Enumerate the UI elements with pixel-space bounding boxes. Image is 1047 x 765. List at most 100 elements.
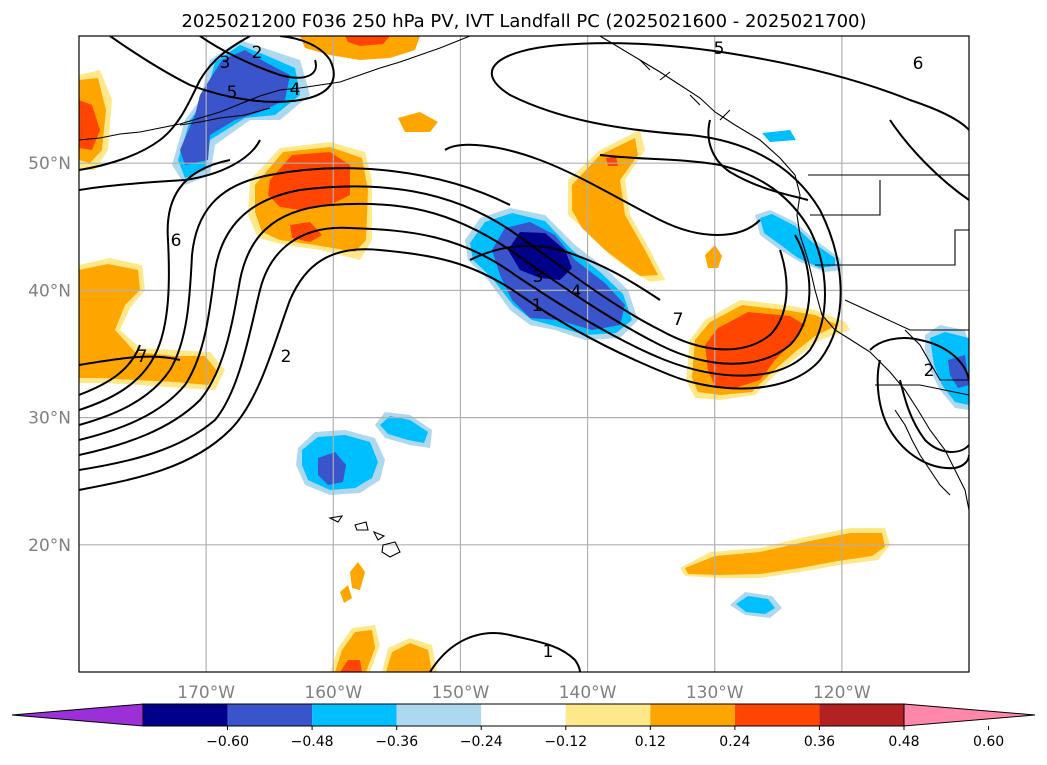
contour-17 xyxy=(889,119,969,201)
contour-5 xyxy=(79,167,511,426)
colorbar-tick-label: 0.48 xyxy=(888,734,919,750)
shade-orange-w-core xyxy=(79,264,218,385)
contour-label: 4 xyxy=(571,282,582,302)
colorbar-swatch xyxy=(396,704,482,726)
colorbar-swatch xyxy=(481,704,566,726)
contour-label: 4 xyxy=(290,80,301,100)
contour-16 xyxy=(899,379,969,453)
contour-label: 1 xyxy=(543,642,554,662)
colorbar-swatch xyxy=(312,704,397,726)
contour-label: 7 xyxy=(673,310,684,330)
shade-blue-bc2 xyxy=(762,130,796,142)
shade-red-bottom1 xyxy=(340,660,362,672)
border-states-4 xyxy=(904,329,969,381)
colorbar-tick-label: 0.12 xyxy=(635,734,666,750)
contour-19 xyxy=(444,143,761,236)
lon-tick-label: 120°W xyxy=(813,683,871,703)
colorbar-extend-max xyxy=(903,703,1036,727)
map-frame xyxy=(78,35,970,673)
contour-12 xyxy=(199,36,317,79)
shade-orange-h1 xyxy=(350,562,365,590)
contour-6 xyxy=(79,159,231,411)
lon-tick-label: 150°W xyxy=(432,683,490,703)
lat-tick-label: 50°N xyxy=(28,154,71,174)
contour-10 xyxy=(79,36,251,171)
coast-alaska xyxy=(79,36,471,141)
gridlines xyxy=(79,36,969,672)
border-states-3 xyxy=(844,299,969,331)
latitude-labels: 20°N 30°N 40°N 50°N xyxy=(28,154,71,556)
colorbar-tick-label: −0.24 xyxy=(460,734,503,750)
longitude-labels: 170°W 160°W 150°W 140°W 130°W 120°W xyxy=(177,683,871,703)
shade-orange-bottom1-core xyxy=(335,630,375,672)
border-mex xyxy=(875,384,969,396)
shade-orange-b-core xyxy=(572,138,658,276)
contour-label: 5 xyxy=(714,39,725,59)
contour-label: 2 xyxy=(252,43,263,63)
shade-blue-s-core xyxy=(736,596,775,614)
shade-orange-bottom2-core xyxy=(386,643,432,672)
coast-baja xyxy=(894,409,951,496)
contour-18 xyxy=(707,119,809,201)
chart-title: 2025021200 F036 250 hPa PV, IVT Landfall… xyxy=(181,11,866,32)
contour-label: 3 xyxy=(533,267,544,287)
contour-label: 1 xyxy=(532,296,543,316)
shade-red-top xyxy=(345,36,390,46)
colorbar-tick-label: −0.60 xyxy=(206,734,249,750)
coast-hawaii-4 xyxy=(381,541,401,558)
border-states-1 xyxy=(810,180,881,216)
colorbar-tick-label: 0.24 xyxy=(719,734,750,750)
colorbar-extend-min xyxy=(11,703,144,727)
colorbar-swatch xyxy=(227,704,313,726)
contour-7 xyxy=(79,344,141,396)
contour-1 xyxy=(79,42,969,491)
coast-hawaii-2 xyxy=(354,521,369,531)
lon-tick-label: 140°W xyxy=(559,683,617,703)
border-states-2 xyxy=(815,229,969,266)
contour-label: 2 xyxy=(281,347,292,367)
pv-contours xyxy=(79,36,969,672)
colorbar-tick-label: −0.12 xyxy=(544,734,587,750)
shade-orange-c xyxy=(705,245,722,268)
colorbar-tick-label: 0.60 xyxy=(973,734,1004,750)
shade-orange-top xyxy=(300,36,420,60)
lat-tick-label: 40°N xyxy=(28,281,71,301)
contour-13 xyxy=(429,632,581,672)
colorbar-tick-label: −0.36 xyxy=(375,734,418,750)
contour-20 xyxy=(469,244,661,301)
contour-14 xyxy=(869,337,969,381)
shade-blue-hawaii2-core xyxy=(380,416,428,443)
coast-islands-ak xyxy=(639,59,731,121)
lon-tick-label: 170°W xyxy=(177,683,235,703)
shade-orange-small xyxy=(398,112,438,132)
colorbar-swatch xyxy=(565,704,651,726)
lat-tick-label: 30°N xyxy=(28,409,71,429)
colorbar-swatch xyxy=(734,704,820,726)
colorbar-swatch xyxy=(143,704,228,726)
coast-hawaii-3 xyxy=(372,530,386,541)
contour-15 xyxy=(876,359,969,470)
contour-label: 6 xyxy=(913,54,924,74)
shade-blue-center-dark xyxy=(508,232,572,280)
colorbar-outline xyxy=(142,703,905,727)
contour-2 xyxy=(79,154,826,471)
shade-red-a xyxy=(268,152,350,210)
shade-blue-coastal-north-mid xyxy=(180,50,290,165)
contour-4 xyxy=(79,185,788,441)
contour-labels: 2 3 5 4 5 6 6 7 2 3 4 1 7 2 1 xyxy=(137,39,935,662)
shade-orange-h2 xyxy=(340,585,352,603)
contour-3 xyxy=(79,202,811,456)
contour-9 xyxy=(79,139,261,191)
colorbar-tick-label: −0.48 xyxy=(291,734,334,750)
coastlines xyxy=(79,36,969,558)
contour-8 xyxy=(79,355,181,366)
colorbar-swatch xyxy=(650,704,735,726)
shade-orange-s-core xyxy=(685,533,885,575)
shade-red-ca xyxy=(705,312,805,388)
coast-hawaii-1 xyxy=(328,515,344,523)
shade-red-nw xyxy=(79,100,100,150)
contour-label: 3 xyxy=(220,53,231,73)
colorbar: −0.60 −0.48 −0.36 −0.24 −0.12 0.12 0.24 0.36 0.4… xyxy=(11,703,1036,750)
contour-label: 6 xyxy=(171,231,182,251)
